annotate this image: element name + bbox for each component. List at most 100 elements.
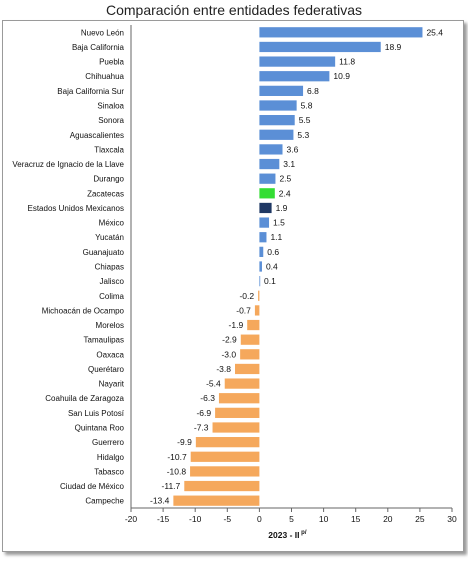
- bar: [259, 115, 295, 126]
- data-label: -6.9: [196, 408, 211, 418]
- category-label: Tabasco: [94, 467, 124, 476]
- data-label: 5.8: [301, 101, 313, 111]
- bar: [224, 378, 260, 389]
- data-label: -13.4: [150, 496, 170, 506]
- bar: [259, 217, 270, 228]
- data-label: 11.8: [339, 57, 355, 67]
- x-tick-label: -20: [125, 514, 138, 524]
- chart-title: Comparación entre entidades federativas: [105, 2, 363, 18]
- bar: [173, 495, 260, 506]
- category-label: Campeche: [85, 497, 124, 506]
- category-label: Chiapas: [95, 263, 124, 272]
- category-label: Zacatecas: [87, 189, 124, 198]
- x-tick-label: -10: [189, 514, 202, 524]
- data-label: -6.3: [200, 393, 215, 403]
- bar: [258, 290, 260, 301]
- bar: [190, 451, 260, 462]
- data-label: -7.3: [194, 423, 209, 433]
- category-label: Colima: [99, 292, 124, 301]
- category-label: Morelos: [96, 321, 124, 330]
- data-label: 5.5: [299, 115, 311, 125]
- data-label: -5.4: [206, 379, 221, 389]
- data-label: 18.9: [385, 42, 402, 52]
- x-tick-label: 0: [257, 514, 262, 524]
- bar: [218, 393, 260, 404]
- data-label: 0.1: [264, 276, 276, 286]
- bar: [259, 129, 294, 140]
- x-tick-label: 20: [383, 514, 393, 524]
- data-label: -3.8: [216, 364, 231, 374]
- bar: [259, 71, 330, 82]
- data-label: -10.7: [167, 452, 187, 462]
- category-label: Baja California Sur: [57, 87, 124, 96]
- data-label: 3.6: [287, 144, 299, 154]
- bar: [195, 437, 260, 448]
- bar: [259, 158, 280, 170]
- bar: [235, 363, 260, 375]
- data-label: 1.9: [276, 203, 288, 213]
- category-label: Tlaxcala: [94, 145, 124, 154]
- bar: [259, 56, 336, 67]
- data-label: 2.5: [279, 174, 291, 184]
- bar: [259, 27, 423, 38]
- bar: [240, 349, 260, 360]
- category-label: Guanajuato: [83, 248, 125, 257]
- data-label: 3.1: [283, 159, 295, 169]
- data-label: -10.8: [167, 466, 187, 476]
- bar: [190, 466, 260, 477]
- bar: [259, 41, 381, 53]
- bar: [184, 480, 260, 492]
- category-label: Hidalgo: [97, 453, 125, 462]
- x-axis-label: 2023 - II p/: [268, 530, 307, 540]
- chart-frame: [2, 20, 464, 552]
- category-label: Sinaloa: [97, 102, 124, 111]
- bar: [259, 173, 276, 184]
- category-label: Sonora: [98, 116, 124, 125]
- bar: [215, 407, 260, 418]
- data-label: -0.7: [236, 305, 251, 315]
- category-label: Estados Unidos Mexicanos: [28, 204, 125, 213]
- category-label: Durango: [93, 175, 124, 184]
- category-label: Coahuila de Zaragoza: [45, 394, 124, 403]
- x-tick-label: 30: [447, 514, 457, 524]
- data-label: -0.2: [239, 291, 254, 301]
- category-label: Querétaro: [88, 365, 125, 374]
- data-label: 10.9: [333, 71, 350, 81]
- category-label: Michoacán de Ocampo: [42, 306, 125, 315]
- data-label: 25.4: [426, 27, 443, 37]
- category-label: Ciudad de México: [60, 482, 125, 491]
- x-tick-label: 15: [351, 514, 361, 524]
- bar: [259, 261, 262, 272]
- bar: [259, 85, 304, 96]
- category-label: México: [99, 219, 125, 228]
- bar: [259, 276, 261, 287]
- bar: [212, 422, 260, 433]
- data-label: 1.5: [273, 218, 285, 228]
- data-label: -3.0: [221, 349, 236, 359]
- x-tick-label: -5: [224, 514, 232, 524]
- category-label: Quintana Roo: [75, 424, 125, 433]
- data-label: -1.9: [229, 320, 244, 330]
- category-label: Nuevo León: [81, 28, 124, 37]
- category-label: Veracruz de Ignacio de la Llave: [12, 160, 124, 169]
- x-axis-label-superscript: p/: [299, 530, 306, 536]
- bar: [254, 305, 260, 316]
- data-label: 1.1: [270, 232, 282, 242]
- x-tick-label: 10: [319, 514, 329, 524]
- bar: [259, 144, 283, 155]
- bar: [259, 202, 272, 214]
- category-label: San Luis Potosí: [68, 409, 125, 418]
- bar: [240, 334, 260, 345]
- category-label: Jalisco: [100, 277, 125, 286]
- bar: [259, 246, 264, 257]
- data-label: -2.9: [222, 335, 237, 345]
- data-label: -9.9: [177, 437, 192, 447]
- category-label: Aguascalientes: [70, 131, 124, 140]
- data-label: 6.8: [307, 86, 319, 96]
- bar: [259, 188, 275, 199]
- bar: [247, 319, 260, 331]
- category-label: Yucatán: [95, 233, 124, 242]
- data-label: 2.4: [279, 188, 291, 198]
- x-tick-label: 25: [415, 514, 425, 524]
